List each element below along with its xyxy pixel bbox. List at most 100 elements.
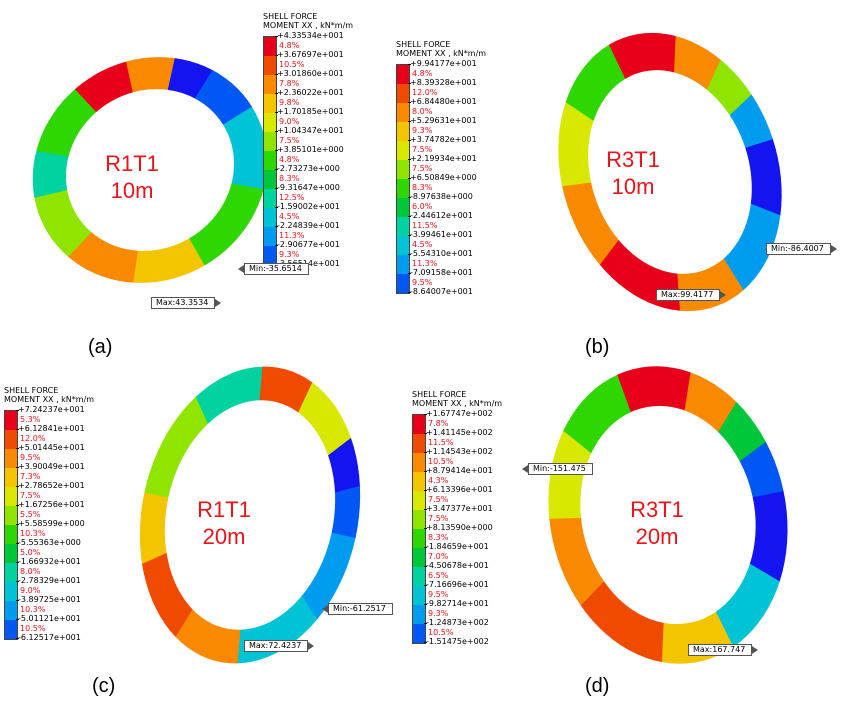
ring-band-segment [749,556,783,582]
ring-band-segment [194,231,219,262]
ring-band-segment [626,258,644,295]
legend-color-band [397,84,409,103]
ring-band-segment [124,250,139,283]
legend-color-band [413,567,425,586]
min-label: Min:-35.6514 [238,263,309,275]
legend-value: -2.90677e+001 [277,240,340,249]
ring-band-segment [68,88,97,117]
ring-band-segment [755,511,788,523]
legend-color-band [264,75,276,94]
ring-band-segment [548,497,581,511]
ring-band-segment [57,224,88,252]
legend-color-band [413,472,425,491]
ring-band-segment [148,574,175,601]
ring-band-segment [140,512,166,524]
ring-band-segment [229,183,264,198]
legend-tick [408,140,411,141]
legend-color-band [413,434,425,453]
ring-band-segment [67,232,96,262]
ring-band-segment [87,241,111,274]
legend-percent: 9.0% [279,117,300,126]
ring-band-segment [558,156,589,169]
ring-band-segment [232,142,267,156]
legend-tick [275,245,278,246]
ring-band-segment [181,613,202,648]
legend-color-band [5,544,17,563]
ring-band-segment [707,389,730,428]
ring-band-segment [576,71,605,104]
ring-band-segment [629,34,647,73]
legend-percent: 6.0% [412,202,433,211]
ring-band-segment [737,582,769,616]
max-label: Max:43.3534 [151,297,222,309]
legend-color-band [5,506,17,525]
ring-band-segment [615,38,636,77]
ring-band-segment [736,432,767,462]
ring-band-segment [563,421,595,454]
ring-band-segment [102,66,122,99]
ring-band-segment [52,107,85,130]
ring-band-segment [645,619,658,661]
legend-percent: 7.5% [428,514,449,523]
legend-percent: 4.8% [279,155,300,164]
legend-value: +6.84480e+001 [410,97,477,106]
ring-band-segment [169,604,193,638]
legend-tick [275,55,278,56]
legend-color-bar [396,64,410,294]
legend-value: +4.33534e+001 [277,31,344,40]
max-label: Max:167.747 [688,644,759,656]
ring-band-segment [574,574,605,606]
legend-color-band [264,227,276,246]
ring-band-segment [622,35,641,75]
legend-tick [408,197,411,198]
ring-band-segment [733,102,762,128]
ring-band-segment [754,534,788,553]
ring-band-segment [202,385,219,420]
ring-band-segment [318,562,343,587]
ring-band-segment [143,560,170,584]
ring-band-segment [745,138,776,155]
ring-band-segment [34,189,69,206]
ring-band-segment [588,228,615,258]
ring-band-segment [731,245,760,280]
legend-tick [424,566,427,567]
ring-band-segment [653,621,664,663]
ring-band-segment [334,475,360,493]
ring-band-segment [559,430,592,460]
ring-band-segment [723,408,750,444]
ring-band-segment [225,113,260,135]
ring-band-segment [212,214,243,240]
legend-percent: 10.5% [20,624,46,633]
ring-band-segment [572,78,602,110]
min-label: Min:-151.475 [522,463,593,475]
ring-band-segment [564,189,595,206]
ring-band-segment [746,460,779,483]
ring-band-segment [715,608,741,648]
max-label: Max:72.4237 [244,640,315,652]
ring-band-segment [36,195,70,213]
legend-value: -5.01121e+001 [18,614,81,623]
ring-band-segment [166,245,182,279]
ring-band-segment [613,606,634,646]
ring-band-segment [332,456,358,478]
ring-band-segment [32,172,67,183]
legend-color-band [397,236,409,255]
legend-color-band [413,415,425,434]
legend-tick [408,64,411,65]
ring-band-segment [572,406,602,442]
ring-band-segment [560,174,592,187]
ring-band-segment [723,254,750,291]
ring-band-segment [73,235,101,267]
ring-band-segment [142,492,169,506]
ring-band-segment [146,471,173,490]
ring-band-segment [633,261,650,299]
ring-band-segment [725,599,753,637]
ring-band-segment [207,625,224,661]
legend-percent: 8.0% [20,567,41,576]
legend-value: -5.55363e+000 [18,538,81,547]
legend-tick [275,207,278,208]
legend-tick [16,600,19,601]
ring-band-segment [721,79,747,110]
ring-band-segment [690,375,708,416]
panel-label: (d) [585,675,610,697]
